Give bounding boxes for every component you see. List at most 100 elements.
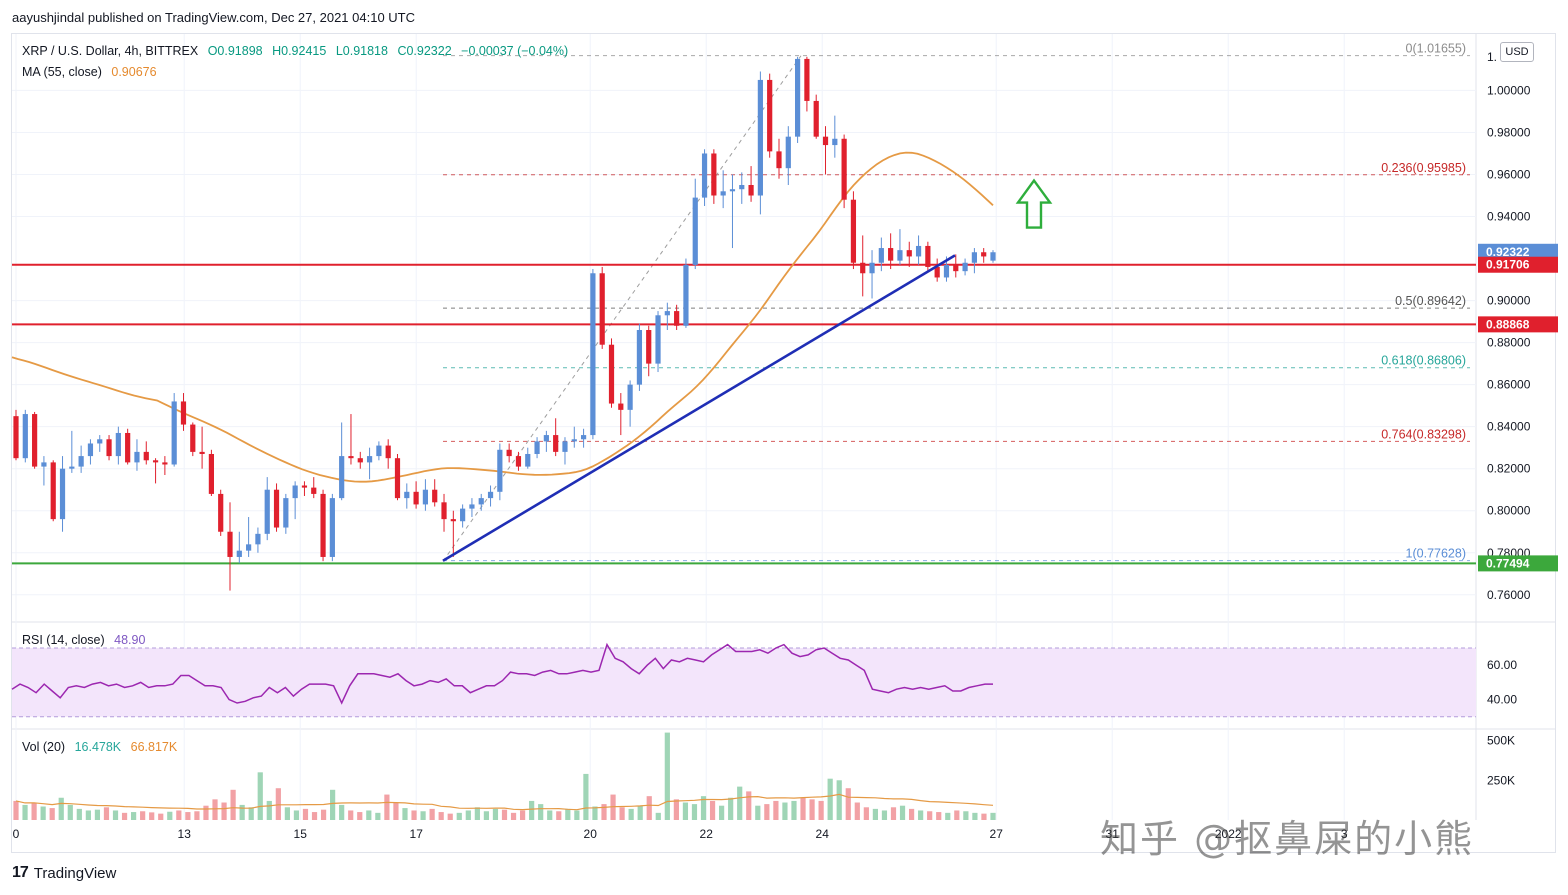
candle bbox=[497, 443, 503, 501]
price-axis-label-text: 0.92322 bbox=[1486, 245, 1530, 259]
volume-bar bbox=[836, 780, 842, 820]
currency-badge[interactable]: USD bbox=[1500, 42, 1534, 62]
candle bbox=[283, 493, 289, 534]
candle-body bbox=[590, 273, 596, 436]
ma-label[interactable]: MA (55, close) bbox=[22, 65, 102, 79]
candle bbox=[404, 483, 410, 509]
volume-bar bbox=[411, 810, 417, 820]
candle bbox=[13, 409, 19, 461]
candle bbox=[525, 447, 531, 469]
candle bbox=[795, 56, 801, 143]
volume-bar bbox=[890, 807, 897, 820]
price-axis-tick: 0.98000 bbox=[1487, 125, 1531, 139]
candle bbox=[915, 235, 922, 265]
open-value: O0.91898 bbox=[207, 44, 263, 58]
fib-level-label: 0.5(0.89642) bbox=[1395, 294, 1466, 308]
candle bbox=[822, 126, 829, 175]
candle-body bbox=[850, 199, 857, 263]
candle bbox=[785, 126, 791, 185]
time-axis-tick: 24 bbox=[816, 827, 830, 841]
candle-body bbox=[134, 451, 140, 463]
fib-level-label: 0.764(0.83298) bbox=[1381, 427, 1466, 441]
time-axis-tick: 3 bbox=[1341, 827, 1348, 841]
vol-label[interactable]: Vol (20) bbox=[22, 740, 66, 754]
candle bbox=[888, 233, 894, 270]
candle bbox=[981, 248, 987, 263]
candle-body bbox=[59, 468, 66, 520]
volume-bar bbox=[700, 796, 707, 820]
candle bbox=[627, 380, 633, 427]
volume-bar bbox=[275, 788, 281, 820]
volume-bar bbox=[556, 811, 562, 820]
candle bbox=[580, 428, 587, 448]
candle-body bbox=[394, 458, 401, 499]
volume-bar bbox=[809, 799, 815, 820]
fib-level-label: 1(0.77628) bbox=[1406, 547, 1466, 561]
price-axis-tick: 0.88000 bbox=[1487, 336, 1531, 350]
candle bbox=[748, 166, 754, 202]
volume-bar bbox=[682, 802, 689, 820]
candle-body bbox=[748, 185, 754, 196]
volume-bar bbox=[529, 800, 535, 820]
candle-body bbox=[990, 252, 996, 261]
high-value: H0.92415 bbox=[272, 44, 327, 58]
candle-body bbox=[757, 79, 763, 196]
candle-body bbox=[190, 424, 196, 452]
volume-bar bbox=[112, 810, 119, 820]
volume-bar bbox=[746, 791, 752, 820]
volume-bar bbox=[583, 773, 589, 820]
volume-bar bbox=[330, 789, 336, 820]
price-axis-label-bg bbox=[1478, 243, 1558, 260]
candle-body bbox=[106, 439, 112, 457]
volume-bar bbox=[239, 804, 245, 820]
volume-bar bbox=[845, 788, 851, 820]
candle-body bbox=[385, 445, 391, 459]
candle-body bbox=[255, 533, 261, 545]
candle-body bbox=[22, 414, 28, 459]
volume-bar bbox=[167, 811, 173, 820]
rsi-label[interactable]: RSI (14, close) bbox=[22, 633, 105, 647]
candle-body bbox=[41, 462, 47, 467]
price-axis-tick: 0.94000 bbox=[1487, 210, 1531, 224]
chart-frame bbox=[11, 33, 1556, 853]
candle-body bbox=[897, 250, 903, 261]
candle bbox=[301, 481, 308, 497]
candle-body bbox=[729, 189, 736, 192]
candle bbox=[376, 441, 382, 461]
candle-body bbox=[115, 432, 121, 457]
volume-bar bbox=[393, 802, 399, 820]
candle-body bbox=[683, 264, 689, 326]
vol-value-1: 16.478K bbox=[74, 740, 122, 754]
volume-bar bbox=[737, 786, 743, 820]
rsi-value: 48.90 bbox=[114, 633, 146, 647]
candle-body bbox=[366, 456, 373, 463]
volume-bar bbox=[22, 804, 28, 820]
ascending-trendline bbox=[442, 254, 956, 562]
candle-body bbox=[413, 491, 419, 505]
volume-bar bbox=[574, 810, 580, 820]
volume-bar bbox=[510, 812, 517, 820]
candle bbox=[41, 456, 47, 486]
volume-bar bbox=[628, 808, 634, 820]
volume-bar bbox=[429, 808, 435, 820]
rsi-axis-tick: 60.00 bbox=[1487, 658, 1517, 672]
candle bbox=[664, 302, 670, 330]
price-axis-label: 0.91706 bbox=[1478, 256, 1558, 273]
candle bbox=[115, 426, 121, 465]
candle bbox=[571, 426, 577, 448]
symbol-label[interactable]: XRP / U.S. Dollar, 4h, BITTREX bbox=[22, 44, 199, 58]
candle-body bbox=[878, 248, 884, 263]
volume-bar bbox=[981, 813, 987, 820]
tradingview-logo[interactable]: 17 TradingView bbox=[12, 864, 116, 882]
price-axis-label-text: 0.91706 bbox=[1486, 258, 1530, 272]
price-axis-tick: 0.86000 bbox=[1487, 378, 1531, 392]
candle-body bbox=[962, 262, 968, 272]
candle-body bbox=[692, 197, 698, 265]
candle-body bbox=[664, 311, 670, 316]
candle-body bbox=[515, 456, 522, 467]
time-axis-tick: 20 bbox=[584, 827, 598, 841]
volume-bar bbox=[673, 799, 679, 820]
candle bbox=[701, 149, 708, 207]
time-axis-tick: 22 bbox=[700, 827, 714, 841]
